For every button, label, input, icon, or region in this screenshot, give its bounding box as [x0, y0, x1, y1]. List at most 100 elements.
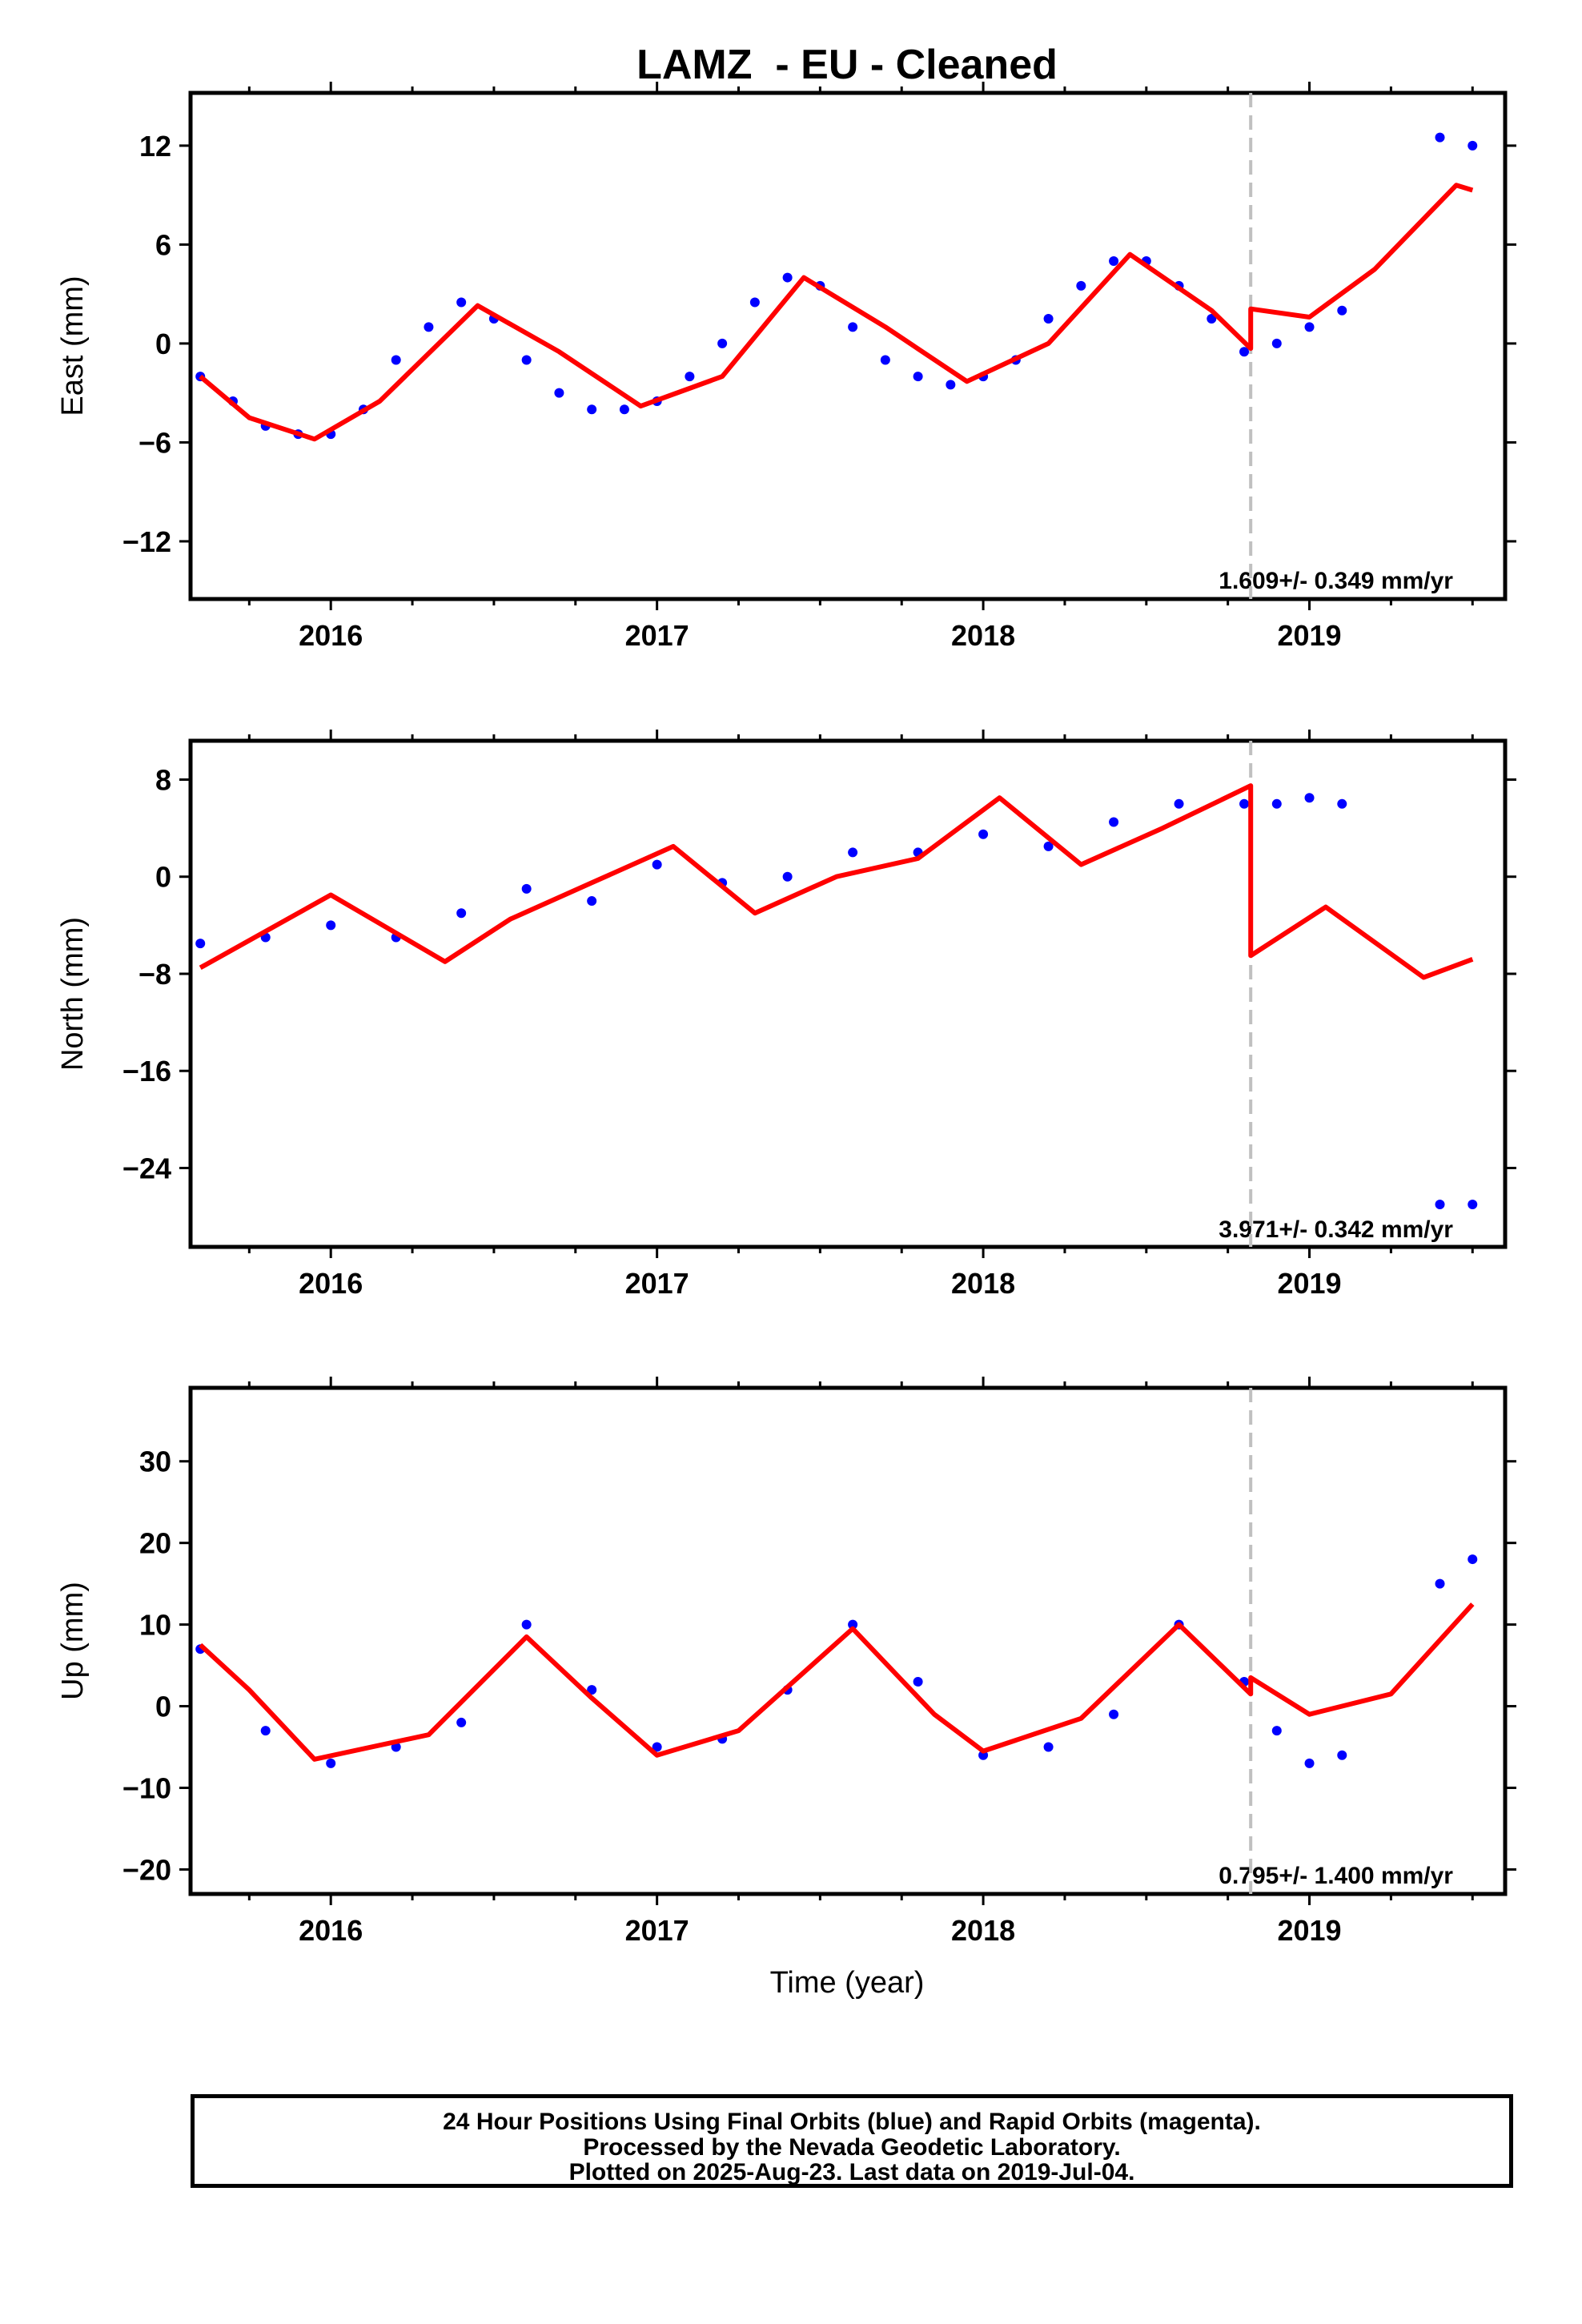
- east-x-tick-label: 2019: [1277, 619, 1341, 652]
- north-data-point: [1239, 798, 1250, 809]
- up-data-point: [1337, 1750, 1347, 1760]
- north-data-point: [1271, 798, 1282, 809]
- east-rate-label: 1.609+/- 0.349 mm/yr: [1219, 568, 1453, 594]
- east-model-line: [199, 183, 1474, 442]
- up-y-tick-label: −20: [122, 1853, 171, 1886]
- up-data-point: [587, 1685, 597, 1695]
- up-data-point: [1304, 1758, 1315, 1768]
- east-x-tick-label: 2018: [951, 619, 1015, 652]
- east-data-point: [717, 338, 728, 348]
- east-data-point: [587, 404, 597, 415]
- footer-line-2: Processed by the Nevada Geodetic Laborat…: [583, 2133, 1121, 2161]
- north-y-tick-label: −16: [122, 1055, 171, 1088]
- up-data-point: [326, 1758, 336, 1768]
- east-data-point: [1468, 140, 1478, 151]
- up-data-point: [1435, 1578, 1445, 1589]
- up-y-tick-label: 20: [139, 1527, 171, 1560]
- north-y-tick-label: −24: [122, 1152, 171, 1184]
- up-y-tick-label: 30: [139, 1445, 171, 1478]
- north-y-tick-label: −8: [139, 958, 171, 991]
- east-data-point: [946, 380, 956, 390]
- east-panel: East (mm) 1.609+/- 0.349 mm/yr 2016 2017 2…: [56, 82, 1516, 652]
- east-axis-label: East (mm): [56, 275, 90, 416]
- up-y-tick-label: 0: [155, 1691, 171, 1723]
- up-data-point: [652, 1742, 662, 1752]
- north-data-point: [978, 829, 989, 839]
- up-panel: Up (mm) 0.795+/- 1.400 mm/yr 2016 2017 201…: [56, 1377, 1516, 1947]
- east-data-point: [1076, 280, 1086, 291]
- east-data-point: [521, 355, 532, 365]
- east-data-point: [391, 355, 401, 365]
- east-data-point: [424, 322, 434, 332]
- up-data-point: [1043, 1742, 1054, 1752]
- up-data-point: [913, 1676, 923, 1687]
- north-data-point: [1043, 841, 1054, 851]
- up-model-line: [199, 1602, 1475, 1762]
- east-data-point: [619, 404, 629, 415]
- up-data-point: [1271, 1726, 1282, 1736]
- east-data-point: [913, 372, 923, 382]
- east-x-tick-label: 2017: [625, 619, 689, 652]
- up-data-point: [848, 1619, 858, 1630]
- north-data-point: [456, 908, 467, 919]
- north-data-point: [1174, 798, 1184, 809]
- north-y-tick-label: 8: [155, 763, 171, 796]
- east-data-point: [685, 372, 695, 382]
- east-data-point: [1109, 255, 1119, 266]
- north-x-tick-label: 2017: [625, 1267, 689, 1300]
- east-y-tick-label: −6: [139, 426, 171, 459]
- up-data-point: [456, 1717, 467, 1727]
- north-data-point: [195, 939, 206, 949]
- north-data-point: [652, 859, 662, 870]
- north-data-point: [326, 920, 336, 931]
- east-data-point: [554, 388, 564, 398]
- north-x-tick-label: 2016: [299, 1267, 363, 1300]
- north-panel: North (mm) 3.971+/- 0.342 mm/yr 2016 2017…: [56, 730, 1516, 1300]
- up-y-tick-label: −10: [122, 1771, 171, 1804]
- east-data-point: [749, 297, 760, 308]
- up-plot-frame: [188, 1385, 1508, 1896]
- up-data-point: [260, 1726, 271, 1736]
- up-x-tick-label: 2019: [1277, 1914, 1341, 1947]
- east-y-tick-label: 6: [155, 228, 171, 261]
- up-data-point: [1109, 1709, 1119, 1719]
- north-y-tick-label: 0: [155, 861, 171, 894]
- x-axis-label: Time (year): [770, 1966, 925, 2000]
- north-data-point: [1468, 1199, 1478, 1209]
- up-axis-label: Up (mm): [56, 1582, 90, 1700]
- east-y-tick-label: −12: [122, 525, 171, 558]
- north-data-point: [521, 883, 532, 894]
- east-data-point: [880, 355, 890, 365]
- footer-line-3: Plotted on 2025-Aug-23. Last data on 201…: [568, 2159, 1135, 2185]
- north-axis-label: North (mm): [56, 917, 90, 1071]
- footer-box: 24 Hour Positions Using Final Orbits (bl…: [191, 2094, 1513, 2188]
- east-data-point: [848, 322, 858, 332]
- east-data-point: [456, 297, 467, 308]
- north-data-point: [1435, 1199, 1445, 1209]
- up-rate-label: 0.795+/- 1.400 mm/yr: [1219, 1863, 1453, 1889]
- north-data-point: [1304, 793, 1315, 803]
- east-y-tick-label: 0: [155, 328, 171, 360]
- east-y-tick-label: 12: [139, 130, 171, 163]
- up-x-tick-label: 2018: [951, 1914, 1015, 1947]
- east-x-tick-label: 2016: [299, 619, 363, 652]
- footer-line-1: 24 Hour Positions Using Final Orbits (bl…: [443, 2109, 1261, 2135]
- north-rate-label: 3.971+/- 0.342 mm/yr: [1219, 1216, 1453, 1243]
- north-data-point: [1337, 798, 1347, 809]
- east-data-point: [1207, 314, 1217, 324]
- east-data-point: [1271, 338, 1282, 348]
- up-x-tick-label: 2016: [299, 1914, 363, 1947]
- up-y-tick-label: 10: [139, 1609, 171, 1642]
- north-data-point: [1109, 817, 1119, 827]
- up-data-point: [1468, 1554, 1478, 1565]
- figure-title: LAMZ - EU - Cleaned: [636, 42, 1058, 88]
- north-plot-frame: [188, 738, 1508, 1249]
- up-x-tick-label: 2017: [625, 1914, 689, 1947]
- north-model-line: [199, 783, 1474, 980]
- north-data-point: [848, 847, 858, 858]
- east-data-point: [1239, 347, 1250, 357]
- north-data-point: [782, 871, 793, 882]
- north-x-tick-label: 2019: [1277, 1267, 1341, 1300]
- north-x-tick-label: 2018: [951, 1267, 1015, 1300]
